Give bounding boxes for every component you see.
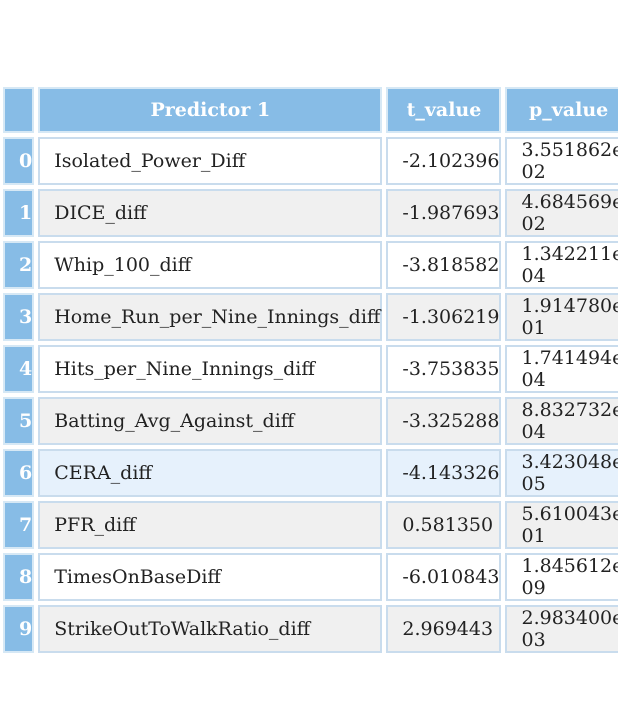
- predictor-cell: Whip_100_diff: [38, 241, 383, 289]
- row-index: 4: [3, 345, 35, 393]
- table-body: 0Isolated_Power_Diff-2.1023963.551862e-0…: [3, 137, 618, 653]
- p-value-cell: 3.423048e-05: [505, 449, 618, 497]
- predictor-cell: Hits_per_Nine_Innings_diff: [38, 345, 383, 393]
- p-value-cell: 1.342211e-04: [505, 241, 618, 289]
- t-value-cell: -6.010843: [386, 553, 502, 601]
- table-row: 9 StrikeOutToWalkRatio_diff 2.969443 2.9834…: [3, 605, 618, 653]
- predictor-cell: Batting_Avg_Against_diff: [38, 397, 383, 445]
- table-row: 0Isolated_Power_Diff-2.1023963.551862e-0…: [3, 137, 618, 185]
- t-value-cell: -3.753835: [386, 345, 502, 393]
- table-row: 4 Hits_per_Nine_Innings_diff -3.753835 1.74…: [3, 345, 618, 393]
- p-value-cell: 1.845612e-09: [505, 553, 618, 601]
- p-value-cell: 2.983400e-03: [505, 605, 618, 653]
- p-value-cell: 4.684569e-02: [505, 189, 618, 237]
- predictor-cell: DICE_diff: [38, 189, 383, 237]
- p-value-cell: 8.832732e-04: [505, 397, 618, 445]
- predictor-column-header: Predictor 1: [38, 87, 383, 133]
- t-value-cell: -4.143326: [386, 449, 502, 497]
- row-index: 3: [3, 293, 35, 341]
- row-index: 7: [3, 501, 35, 549]
- table-header-row: Predictor 1 t_value p_value: [3, 87, 618, 133]
- predictor-cell: TimesOnBaseDiff: [38, 553, 383, 601]
- table-row: 3 Home_Run_per_Nine_Innings_diff -1.306219…: [3, 293, 618, 341]
- p-value-cell: 5.610043e-01: [505, 501, 618, 549]
- p-value-column-header: p_value: [505, 87, 618, 133]
- t-value-cell: -3.325288: [386, 397, 502, 445]
- table-row: 5 Batting_Avg_Against_diff -3.325288 8.8327…: [3, 397, 618, 445]
- t-value-cell: 2.969443: [386, 605, 502, 653]
- t-value-cell: -3.818582: [386, 241, 502, 289]
- row-index: 0: [3, 137, 35, 185]
- t-value-column-header: t_value: [386, 87, 502, 133]
- row-index: 2: [3, 241, 35, 289]
- p-value-cell: 3.551862e-02: [505, 137, 618, 185]
- row-index: 1: [3, 189, 35, 237]
- p-value-cell: 1.914780e-01: [505, 293, 618, 341]
- p-value-cell: 1.741494e-04: [505, 345, 618, 393]
- row-index: 9: [3, 605, 35, 653]
- predictor-cell: StrikeOutToWalkRatio_diff: [38, 605, 383, 653]
- results-table: Predictor 1 t_value p_value 0 Isolated_Po…: [0, 83, 618, 657]
- t-value-cell: -2.102396: [386, 137, 502, 185]
- t-value-cell: -1.306219: [386, 293, 502, 341]
- predictor-cell: Isolated_Power_Diff: [38, 137, 383, 185]
- results-table-container: Predictor 1 t_value p_value 0 Isolated_Po…: [3, 87, 618, 657]
- predictor-cell: PFR_diff: [38, 501, 383, 549]
- index-column-header: [3, 87, 35, 133]
- row-index: 6: [3, 449, 35, 497]
- predictor-cell: Home_Run_per_Nine_Innings_diff: [38, 293, 383, 341]
- predictor-cell: CERA_diff: [38, 449, 383, 497]
- t-value-cell: 0.581350: [386, 501, 502, 549]
- t-value-cell: -1.987693: [386, 189, 502, 237]
- row-index: 8: [3, 553, 35, 601]
- row-index: 5: [3, 397, 35, 445]
